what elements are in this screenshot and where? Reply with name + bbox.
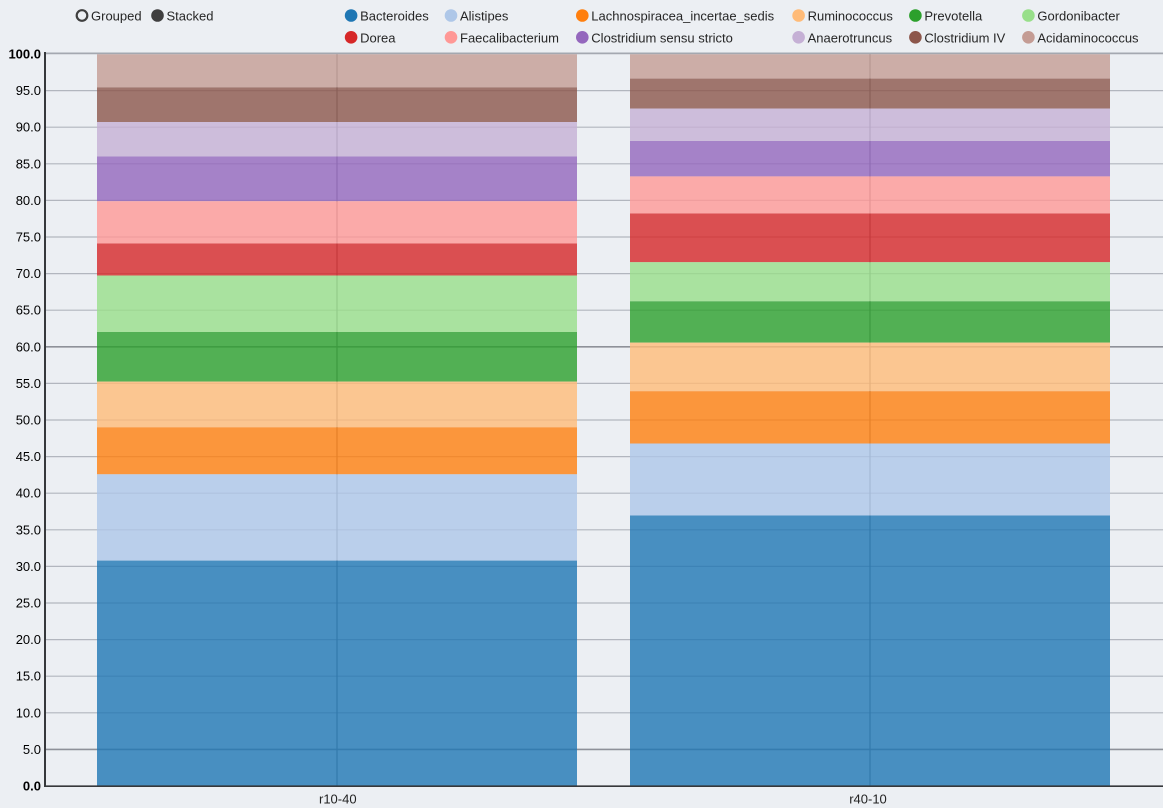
- svg-text:Clostridium sensu stricto: Clostridium sensu stricto: [591, 30, 733, 45]
- svg-text:65.0: 65.0: [16, 303, 41, 318]
- svg-text:Stacked: Stacked: [167, 9, 214, 24]
- svg-text:Grouped: Grouped: [91, 9, 142, 24]
- svg-text:Alistipes: Alistipes: [460, 9, 509, 24]
- svg-text:20.0: 20.0: [16, 632, 41, 647]
- svg-text:30.0: 30.0: [16, 559, 41, 574]
- svg-text:5.0: 5.0: [23, 742, 41, 757]
- svg-text:95.0: 95.0: [16, 83, 41, 98]
- svg-text:60.0: 60.0: [16, 339, 41, 354]
- svg-text:45.0: 45.0: [16, 449, 41, 464]
- svg-text:85.0: 85.0: [16, 156, 41, 171]
- svg-text:100.0: 100.0: [8, 47, 41, 62]
- svg-text:Dorea: Dorea: [360, 30, 396, 45]
- svg-text:80.0: 80.0: [16, 193, 41, 208]
- svg-text:50.0: 50.0: [16, 413, 41, 428]
- svg-text:0.0: 0.0: [23, 779, 41, 794]
- svg-text:55.0: 55.0: [16, 376, 41, 391]
- svg-text:Prevotella: Prevotella: [924, 9, 983, 24]
- svg-text:35.0: 35.0: [16, 522, 41, 537]
- svg-text:Ruminococcus: Ruminococcus: [808, 9, 894, 24]
- svg-text:Clostridium IV: Clostridium IV: [924, 30, 1005, 45]
- svg-text:Lachnospiracea_incertae_sedis: Lachnospiracea_incertae_sedis: [591, 9, 774, 24]
- svg-text:Anaerotruncus: Anaerotruncus: [808, 30, 893, 45]
- svg-text:r10-40: r10-40: [319, 792, 357, 807]
- svg-text:15.0: 15.0: [16, 669, 41, 684]
- svg-text:Bacteroides: Bacteroides: [360, 9, 429, 24]
- svg-text:40.0: 40.0: [16, 486, 41, 501]
- svg-text:70.0: 70.0: [16, 266, 41, 281]
- svg-text:Acidaminococcus: Acidaminococcus: [1037, 30, 1139, 45]
- svg-text:Faecalibacterium: Faecalibacterium: [460, 30, 559, 45]
- svg-text:Gordonibacter: Gordonibacter: [1037, 9, 1120, 24]
- svg-text:90.0: 90.0: [16, 120, 41, 135]
- svg-text:10.0: 10.0: [16, 705, 41, 720]
- svg-text:25.0: 25.0: [16, 596, 41, 611]
- svg-text:r40-10: r40-10: [849, 792, 887, 807]
- svg-text:75.0: 75.0: [16, 230, 41, 245]
